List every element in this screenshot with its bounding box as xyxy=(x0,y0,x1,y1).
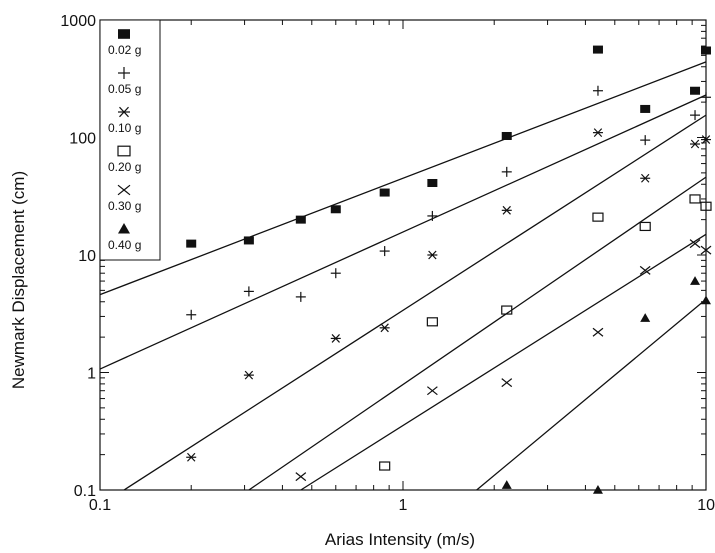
plot-area xyxy=(99,19,707,491)
data-point xyxy=(690,139,701,149)
fit-line-2 xyxy=(123,114,707,491)
x-tick-label: 1 xyxy=(399,497,408,514)
data-point xyxy=(501,166,512,177)
legend-marker xyxy=(118,223,130,234)
data-point xyxy=(501,378,513,388)
data-point xyxy=(243,286,254,297)
y-tick-label: 10 xyxy=(78,248,96,265)
data-point xyxy=(295,215,306,224)
fit-line-3 xyxy=(248,176,707,491)
data-point xyxy=(379,246,390,257)
data-point xyxy=(427,210,438,221)
data-point xyxy=(426,386,438,396)
data-point xyxy=(243,236,254,245)
data-point xyxy=(701,46,711,55)
data-point xyxy=(689,194,701,204)
legend-marker xyxy=(118,29,130,39)
data-points xyxy=(186,45,712,494)
data-point xyxy=(592,85,603,96)
data-point xyxy=(640,104,651,113)
legend-label: 0.02 g xyxy=(108,43,141,57)
data-point xyxy=(592,485,603,494)
legend-label: 0.40 g xyxy=(108,238,141,252)
legend-marker xyxy=(117,184,131,196)
data-point xyxy=(186,239,197,248)
data-point xyxy=(701,92,711,103)
data-point xyxy=(592,212,604,222)
fit-line-1 xyxy=(99,94,707,370)
data-point xyxy=(701,295,711,305)
data-point xyxy=(379,188,390,197)
legend-label: 0.05 g xyxy=(108,82,141,96)
y-tick-label: 100 xyxy=(69,131,96,148)
legend: 0.02 g 0.05 g 0.10 g 0.20 g 0.30 g 0.40 g xyxy=(99,19,161,261)
axis-ticks: 0.1 1 10 0.1 1 10 100 1000 xyxy=(60,13,715,514)
data-point xyxy=(640,173,651,183)
data-point xyxy=(690,110,701,121)
data-point xyxy=(592,327,604,337)
data-point xyxy=(640,313,651,322)
data-point xyxy=(501,131,512,140)
data-point xyxy=(379,461,391,471)
plot-frame xyxy=(99,19,707,491)
x-tick-label: 10 xyxy=(697,497,715,514)
y-tick-label: 1000 xyxy=(60,13,96,30)
fit-lines xyxy=(99,61,707,491)
fit-line-5 xyxy=(476,298,707,491)
x-tick-label: 0.1 xyxy=(89,497,111,514)
data-point xyxy=(501,205,512,215)
legend-label: 0.30 g xyxy=(108,199,141,213)
legend-label: 0.20 g xyxy=(108,160,141,174)
legend-label: 0.10 g xyxy=(108,121,141,135)
data-point xyxy=(295,291,306,302)
data-point xyxy=(701,135,711,144)
data-point xyxy=(501,305,513,315)
legend-marker xyxy=(117,145,131,157)
data-point xyxy=(330,268,341,279)
data-point xyxy=(640,135,651,146)
data-point xyxy=(501,480,512,489)
data-point xyxy=(592,128,603,138)
data-point xyxy=(330,205,341,214)
data-point xyxy=(639,265,651,275)
data-point xyxy=(186,309,197,320)
fit-line-0 xyxy=(99,61,707,296)
data-point xyxy=(592,45,603,54)
legend-box xyxy=(99,19,161,261)
data-point xyxy=(426,317,438,327)
y-tick-label: 0.1 xyxy=(74,483,96,500)
data-point xyxy=(690,276,701,285)
data-point xyxy=(186,452,197,462)
data-point xyxy=(295,472,307,482)
data-point xyxy=(427,250,438,260)
data-point xyxy=(330,334,341,343)
legend-marker xyxy=(118,67,130,79)
data-point xyxy=(700,201,712,211)
data-point xyxy=(689,239,701,249)
y-tick-label: 1 xyxy=(87,366,96,383)
legend-marker xyxy=(118,106,130,118)
data-point xyxy=(427,178,438,187)
data-point xyxy=(639,221,651,232)
data-point xyxy=(379,323,390,333)
data-point xyxy=(243,370,254,380)
y-axis-title: Newmark Displacement (cm) xyxy=(9,171,28,389)
x-axis-title: Arias Intensity (m/s) xyxy=(325,530,475,549)
data-point xyxy=(690,86,701,95)
fit-line-4 xyxy=(300,233,707,491)
data-point xyxy=(700,245,712,255)
